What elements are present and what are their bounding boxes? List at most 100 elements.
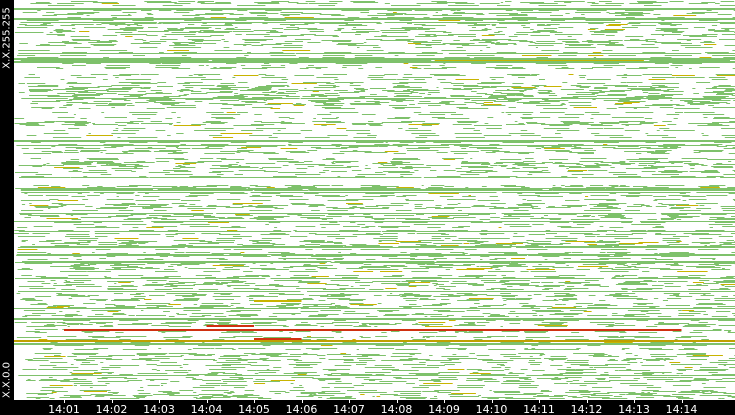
activity-streak — [178, 206, 203, 207]
activity-streak — [615, 15, 644, 16]
activity-streak — [146, 364, 157, 365]
activity-streak — [429, 112, 456, 113]
activity-streak — [78, 108, 91, 109]
activity-streak — [46, 240, 62, 241]
activity-streak — [366, 101, 380, 102]
activity-streak — [497, 20, 505, 21]
activity-streak — [119, 28, 144, 29]
activity-streak — [340, 353, 347, 354]
activity-streak — [535, 286, 560, 287]
activity-streak — [257, 15, 266, 16]
activity-streak — [476, 355, 490, 356]
activity-streak — [321, 227, 326, 228]
activity-streak — [502, 298, 516, 299]
activity-streak — [359, 208, 389, 209]
activity-streak — [436, 261, 733, 262]
activity-streak — [33, 148, 51, 149]
activity-streak — [583, 215, 591, 216]
activity-streak — [406, 148, 430, 149]
activity-streak — [363, 264, 372, 265]
activity-streak — [605, 364, 631, 365]
activity-streak — [372, 396, 375, 397]
activity-streak — [422, 305, 443, 306]
activity-streak — [168, 326, 191, 327]
activity-streak — [607, 94, 627, 95]
activity-streak — [508, 40, 528, 41]
activity-streak — [605, 234, 633, 235]
activity-streak — [549, 314, 579, 315]
activity-streak — [247, 362, 258, 363]
activity-streak — [174, 3, 191, 4]
activity-streak — [112, 5, 136, 6]
activity-streak — [495, 243, 523, 244]
activity-streak — [692, 99, 722, 100]
activity-streak — [325, 284, 340, 285]
activity-streak — [300, 130, 313, 131]
activity-streak — [104, 277, 112, 278]
activity-streak — [504, 283, 530, 284]
activity-streak — [373, 99, 406, 100]
activity-streak — [236, 307, 245, 308]
activity-streak — [229, 254, 314, 255]
activity-streak — [146, 227, 164, 228]
activity-streak — [676, 105, 685, 106]
activity-streak — [365, 206, 379, 207]
activity-streak — [73, 264, 85, 265]
activity-streak — [509, 14, 528, 15]
activity-streak — [453, 145, 573, 146]
activity-streak — [527, 123, 546, 124]
activity-streak — [230, 391, 234, 392]
activity-streak — [500, 293, 511, 294]
activity-streak — [625, 353, 633, 354]
activity-streak — [205, 383, 228, 384]
activity-streak — [354, 88, 365, 89]
activity-streak — [88, 336, 105, 337]
activity-streak — [57, 35, 65, 36]
activity-streak — [630, 230, 647, 231]
activity-streak — [62, 41, 69, 42]
activity-streak — [476, 14, 485, 15]
activity-streak — [76, 12, 100, 13]
activity-streak — [590, 125, 613, 126]
activity-streak — [143, 252, 146, 253]
activity-streak — [448, 34, 476, 35]
activity-streak — [306, 67, 328, 68]
activity-streak — [732, 170, 735, 171]
activity-streak — [433, 243, 463, 244]
activity-streak — [668, 244, 689, 245]
activity-streak — [377, 310, 400, 311]
activity-streak — [625, 281, 657, 282]
activity-streak — [558, 55, 577, 56]
activity-streak — [285, 91, 299, 92]
x-tick-label: 14:01 — [48, 403, 80, 415]
activity-streak — [500, 159, 522, 160]
activity-streak — [149, 63, 161, 64]
activity-streak — [43, 133, 69, 134]
activity-streak — [578, 391, 601, 392]
activity-streak — [265, 75, 275, 76]
activity-streak — [358, 392, 387, 393]
activity-streak — [261, 77, 287, 78]
activity-streak — [626, 17, 635, 18]
activity-streak — [68, 275, 89, 276]
activity-streak — [596, 241, 621, 242]
activity-streak — [63, 168, 83, 169]
activity-streak — [183, 307, 214, 308]
activity-streak — [440, 144, 473, 145]
activity-streak — [489, 221, 633, 222]
activity-streak — [365, 233, 381, 234]
activity-streak — [300, 308, 541, 309]
activity-streak — [576, 224, 591, 225]
activity-streak — [382, 207, 390, 208]
activity-streak — [321, 40, 352, 41]
activity-streak — [675, 394, 696, 395]
activity-streak — [368, 75, 385, 76]
activity-streak — [633, 204, 645, 205]
activity-streak — [38, 380, 70, 381]
activity-streak — [397, 285, 429, 286]
activity-streak — [253, 217, 284, 218]
activity-streak — [31, 322, 56, 323]
activity-streak — [254, 114, 262, 115]
activity-streak — [202, 23, 207, 24]
activity-streak — [179, 186, 189, 187]
